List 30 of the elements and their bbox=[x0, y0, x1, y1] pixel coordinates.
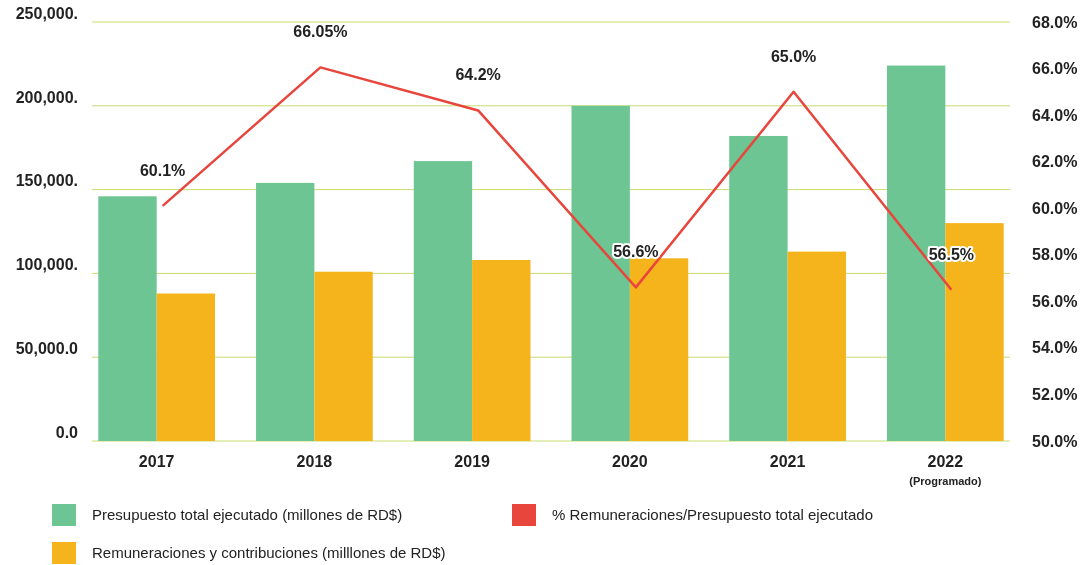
text: (Programado) bbox=[909, 475, 982, 487]
y2-tick-label: 68.0% bbox=[1032, 13, 1078, 31]
data-label: 66.05% bbox=[293, 23, 348, 41]
data-label: 60.1% bbox=[139, 161, 186, 179]
x-tick-label: 2019 bbox=[454, 453, 491, 470]
y2-tick-label: 60.0% bbox=[1032, 199, 1078, 217]
x-tick-label: 2021 bbox=[769, 453, 806, 470]
y2-tick-label: 52.0% bbox=[1032, 386, 1078, 404]
y2-tick-label: 50.0% bbox=[1032, 432, 1078, 450]
y2-tick-label: 62.0% bbox=[1032, 153, 1078, 171]
y-tick-label: 0.0 bbox=[55, 423, 79, 441]
y-tick-label: 50,000.0 bbox=[15, 340, 79, 357]
data-label: 64.2% bbox=[455, 66, 501, 84]
x-tick-label: 2022 bbox=[927, 453, 964, 470]
y2-tick-label: 54.0% bbox=[1032, 339, 1078, 357]
y-tick-label: 100,000. bbox=[15, 256, 78, 274]
y2-tick-label: 64.0% bbox=[1032, 106, 1078, 124]
y-tick-label: 150,000. bbox=[15, 172, 78, 190]
legend-label: Remuneraciones y contribuciones (milllones de RD$) bbox=[92, 544, 446, 562]
y2-tick-label: 56.0% bbox=[1032, 292, 1078, 310]
x-tick-label: 2017 bbox=[138, 453, 175, 470]
x-tick-label: 2018 bbox=[296, 453, 333, 470]
y-tick-label: 250,000. bbox=[15, 4, 78, 22]
y-tick-label: 200,000. bbox=[15, 88, 78, 106]
legend-label: % Remuneraciones/Presupuesto total ejecutado bbox=[552, 506, 874, 524]
x-tick-label: 2020 bbox=[612, 453, 648, 470]
legend-label: Presupuesto total ejecutado (millones de RD$) bbox=[92, 506, 403, 524]
data-label: 65.0% bbox=[770, 47, 817, 65]
y2-tick-label: 58.0% bbox=[1032, 246, 1078, 264]
y2-tick-label: 66.0% bbox=[1032, 60, 1078, 78]
